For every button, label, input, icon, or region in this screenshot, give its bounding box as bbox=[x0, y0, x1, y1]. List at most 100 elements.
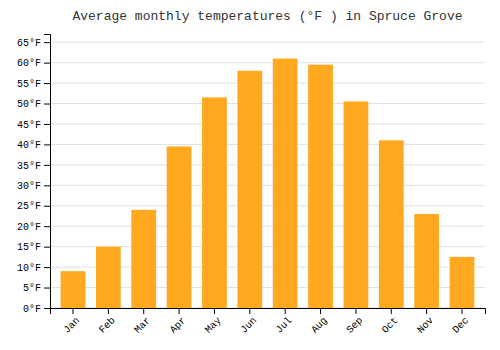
tick-mark bbox=[44, 308, 50, 309]
y-tick: 60°F bbox=[17, 58, 50, 69]
x-tick: Nov bbox=[415, 308, 436, 336]
tick-mark bbox=[44, 165, 50, 166]
y-tick: 30°F bbox=[17, 181, 50, 192]
y-tick: 0°F bbox=[23, 304, 50, 315]
tick-label: 10°F bbox=[17, 263, 41, 274]
tick-mark bbox=[44, 42, 50, 43]
x-tick: Apr bbox=[168, 308, 189, 336]
tick-label: 40°F bbox=[17, 140, 41, 151]
bar bbox=[273, 59, 298, 308]
y-tick: 10°F bbox=[17, 263, 50, 274]
tick-mark bbox=[355, 308, 356, 314]
tick-label: Jul bbox=[274, 315, 295, 336]
bar bbox=[202, 97, 227, 308]
tick-label: 35°F bbox=[17, 161, 41, 172]
bar bbox=[131, 210, 156, 308]
tick-mark bbox=[44, 226, 50, 227]
tick-label: Apr bbox=[168, 315, 189, 336]
tick-label: 45°F bbox=[17, 120, 41, 131]
x-tick: Sep bbox=[345, 308, 366, 336]
bar bbox=[237, 71, 262, 308]
chart: 0°F 5°F 10°F 15°F 20°F 25°F 30°F 35°F 40°F 45°F 50… bbox=[0, 0, 500, 350]
tick-label: May bbox=[203, 315, 224, 336]
tick-mark bbox=[320, 308, 321, 314]
y-tick: 5°F bbox=[23, 283, 50, 294]
tick-mark bbox=[214, 308, 215, 314]
grid-line bbox=[50, 185, 485, 186]
bar bbox=[308, 65, 333, 308]
tick-label: Sep bbox=[345, 315, 366, 336]
tick-label: Feb bbox=[97, 315, 118, 336]
x-tick: Jul bbox=[274, 308, 295, 336]
tick-label: Mar bbox=[132, 315, 153, 336]
x-tick: Mar bbox=[132, 308, 153, 336]
grid-line bbox=[50, 144, 485, 145]
x-tick: Feb bbox=[97, 308, 118, 336]
tick-mark bbox=[44, 63, 50, 64]
grid-line bbox=[50, 62, 485, 63]
x-tick: Aug bbox=[309, 308, 330, 336]
title: Average monthly temperatures (°F ) in Sp… bbox=[72, 9, 462, 24]
tick-label: 30°F bbox=[17, 181, 41, 192]
bar bbox=[344, 101, 369, 308]
tick-label: Dec bbox=[451, 315, 472, 336]
grid-line bbox=[50, 42, 485, 43]
axis-line bbox=[51, 309, 486, 315]
x-tick: Jan bbox=[62, 308, 83, 336]
y-tick: 55°F bbox=[17, 79, 50, 90]
y-tick: 45°F bbox=[17, 120, 50, 131]
axis-line bbox=[44, 35, 51, 309]
tick-label: 50°F bbox=[17, 99, 41, 110]
tick-mark bbox=[44, 104, 50, 105]
x-tick: Jun bbox=[238, 308, 259, 336]
tick-label: 55°F bbox=[17, 79, 41, 90]
tick-mark bbox=[285, 308, 286, 314]
tick-mark bbox=[143, 308, 144, 314]
tick-mark bbox=[44, 144, 50, 145]
bars bbox=[61, 59, 475, 308]
y-tick: 50°F bbox=[17, 99, 50, 110]
tick-mark bbox=[44, 288, 50, 289]
tick-mark bbox=[44, 206, 50, 207]
tick-mark bbox=[391, 308, 392, 314]
tick-label: Nov bbox=[415, 315, 436, 336]
y-tick: 20°F bbox=[17, 222, 50, 233]
tick-mark bbox=[44, 185, 50, 186]
tick-mark bbox=[44, 124, 50, 125]
y-tick: 65°F bbox=[17, 38, 50, 49]
tick-label: Jan bbox=[62, 315, 83, 336]
tick-label: 25°F bbox=[17, 201, 41, 212]
bar bbox=[167, 146, 192, 308]
bar bbox=[96, 247, 121, 308]
tick-label: Aug bbox=[309, 315, 330, 336]
y-tick: 15°F bbox=[17, 242, 50, 253]
bar bbox=[450, 257, 475, 308]
tick-mark bbox=[179, 308, 180, 314]
tick-label: 20°F bbox=[17, 222, 41, 233]
grid-line bbox=[50, 164, 485, 165]
tick-label: 0°F bbox=[23, 304, 41, 315]
tick-label: Oct bbox=[380, 315, 401, 336]
tick-mark bbox=[44, 83, 50, 84]
tick-mark bbox=[249, 308, 250, 314]
tick-mark bbox=[426, 308, 427, 314]
tick-mark bbox=[44, 267, 50, 268]
x-tick: Oct bbox=[380, 308, 401, 336]
tick-mark bbox=[108, 308, 109, 314]
x-tick: May bbox=[203, 308, 224, 336]
bar bbox=[61, 271, 86, 308]
tick-label: Jun bbox=[238, 315, 259, 336]
plot: 0°F 5°F 10°F 15°F 20°F 25°F 30°F 35°F 40°F 45°F 50… bbox=[17, 35, 486, 336]
x-tick: Dec bbox=[451, 308, 472, 336]
grid-line bbox=[50, 205, 485, 206]
bar bbox=[414, 214, 439, 308]
y-axis: 0°F 5°F 10°F 15°F 20°F 25°F 30°F 35°F 40°F 45°F 50… bbox=[17, 35, 51, 315]
grid bbox=[50, 42, 485, 308]
bar bbox=[379, 140, 404, 308]
y-tick: 40°F bbox=[17, 140, 50, 151]
y-tick: 35°F bbox=[17, 161, 50, 172]
tick-label: 15°F bbox=[17, 242, 41, 253]
tick-label: 60°F bbox=[17, 58, 41, 69]
y-tick: 25°F bbox=[17, 201, 50, 212]
tick-mark bbox=[462, 308, 463, 314]
